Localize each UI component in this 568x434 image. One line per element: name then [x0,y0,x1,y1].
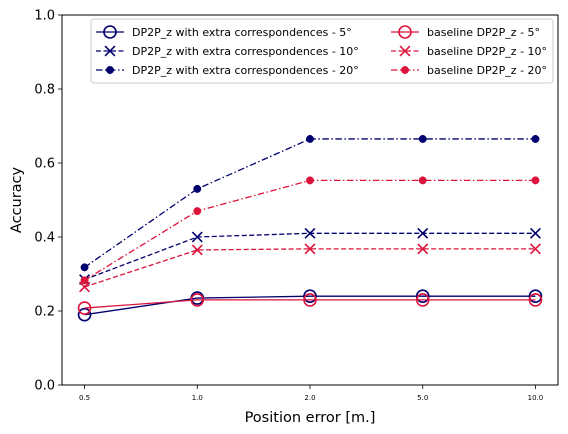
series-2 [79,227,541,286]
y-tick-label: 0.0 [34,379,55,394]
data-point [306,134,314,143]
data-point [193,184,202,193]
legend-item: baseline DP2P_z - 20° [391,64,547,77]
data-point [528,293,543,307]
data-point [398,25,412,39]
data-point [418,176,427,185]
data-point [306,176,314,185]
data-point [531,134,540,143]
data-point [401,66,409,74]
series-line [84,232,536,281]
data-point [190,293,205,307]
data-point [399,45,411,57]
x-axis-title: Position error [m.] [245,410,376,426]
data-point [304,227,316,239]
y-tick-label: 0.4 [34,231,55,246]
series-3 [80,134,540,272]
data-point [303,293,317,307]
legend-label: DP2P_z with extra correspondences - 20° [132,64,359,77]
x-tick-label: 2.0 [304,394,315,402]
y-axis: 0.0 0.2 0.4 0.6 0.8 1.0 [34,9,62,394]
series-6 [80,176,540,285]
series-line [84,248,536,288]
data-point [417,227,429,239]
data-point [417,243,429,255]
series-4 [77,293,543,315]
data-point [191,244,203,256]
legend-label: DP2P_z with extra correspondences - 10° [132,45,359,58]
y-tick-label: 0.8 [34,83,55,98]
data-point [103,25,117,39]
series-5 [79,243,541,293]
legend-label: baseline DP2P_z - 10° [427,45,547,58]
data-point [304,243,316,255]
data-point [104,45,116,57]
x-tick-label: 0.5 [79,394,90,402]
series-1 [77,289,543,322]
legend-label: DP2P_z with extra correspondences - 5° [132,26,352,39]
x-tick-label: 1.0 [192,394,203,402]
x-tick-label: 10.0 [528,394,544,402]
legend-item: DP2P_z with extra correspondences - 10° [96,45,359,58]
legend-item: baseline DP2P_z - 5° [391,25,540,39]
data-point [418,134,427,143]
legend-label: baseline DP2P_z - 20° [427,64,547,77]
legend-label: baseline DP2P_z - 5° [427,26,540,39]
data-point [77,307,92,322]
legend: DP2P_z with extra correspondences - 5° DP… [90,18,554,84]
x-tick-label: 5.0 [417,394,428,402]
data-point [191,231,203,243]
data-point [106,66,114,74]
y-axis-title: Accuracy [9,166,25,233]
series-line [84,295,536,316]
data-point [529,243,541,255]
data-point [77,301,92,315]
y-tick-label: 0.6 [34,157,55,172]
data-point [80,263,89,272]
legend-item: DP2P_z with extra correspondences - 20° [96,64,359,77]
data-point [528,289,543,304]
data-point [415,289,430,304]
data-point [193,207,202,216]
x-axis: 0.5 1.0 2.0 5.0 10.0 [79,385,543,402]
y-tick-label: 1.0 [34,9,55,24]
legend-item: baseline DP2P_z - 10° [391,45,547,58]
y-tick-label: 0.2 [34,305,55,320]
data-point [80,276,89,285]
series-layer [77,134,543,322]
data-point [529,227,541,239]
legend-box [90,18,554,84]
data-point [415,293,430,307]
series-line [84,299,536,309]
data-point [303,289,317,304]
data-point [531,176,540,185]
data-point [79,281,91,293]
legend-item: DP2P_z with extra correspondences - 5° [96,25,352,39]
